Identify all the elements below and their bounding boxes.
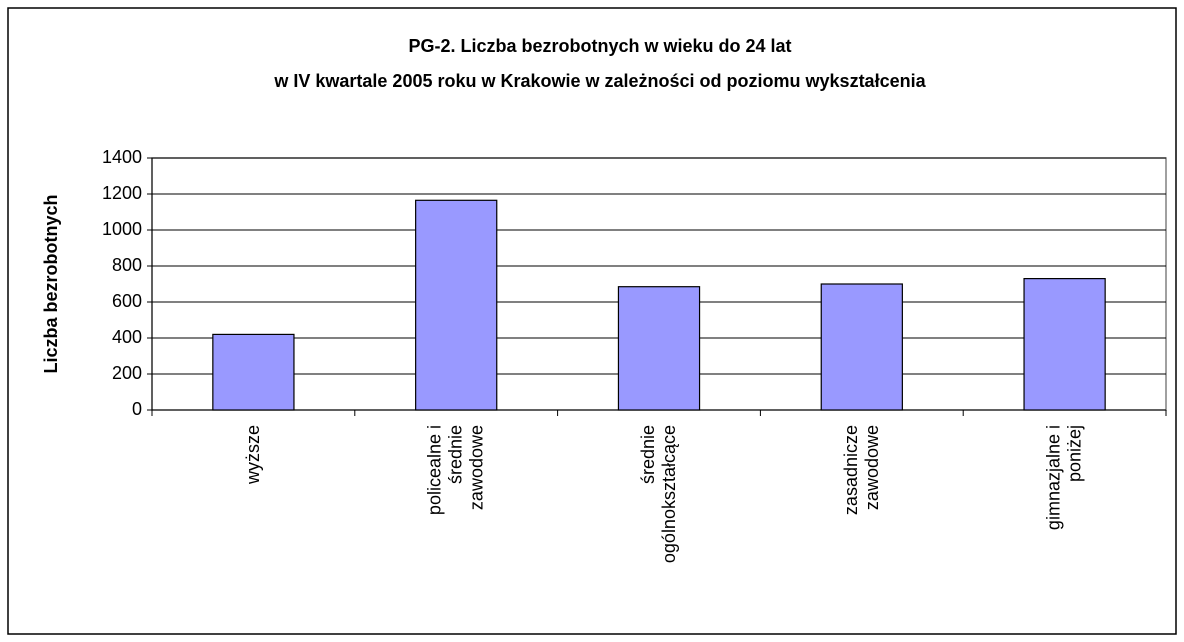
y-tick-label: 200 [112,363,142,383]
chart-title: PG-2. Liczba bezrobotnych w wieku do 24 … [408,36,791,56]
x-tick-label: gimnazjalne i poniżej [1043,425,1085,531]
y-tick-label: 1200 [102,183,142,203]
bar [820,283,903,411]
y-tick-label: 1000 [102,219,142,239]
bar [415,199,498,411]
x-tick-label: zasadnicze zawodowe [840,425,882,516]
y-tick-label: 400 [112,327,142,347]
chart-subtitle: w IV kwartale 2005 roku w Krakowie w zal… [273,71,926,91]
x-tick-label: wyższe [242,425,263,485]
x-tick-label: policealne i średnie zawodowe [424,425,487,516]
bar [212,333,295,411]
y-tick-label: 600 [112,291,142,311]
bar [1023,278,1106,411]
x-tick-label: średnie ogólnokształcące [638,425,679,564]
y-tick-label: 0 [132,399,142,419]
y-tick-label: 800 [112,255,142,275]
y-tick-label: 1400 [102,147,142,167]
y-axis-label: Liczba bezrobotnych [41,194,61,373]
bar [617,286,701,411]
